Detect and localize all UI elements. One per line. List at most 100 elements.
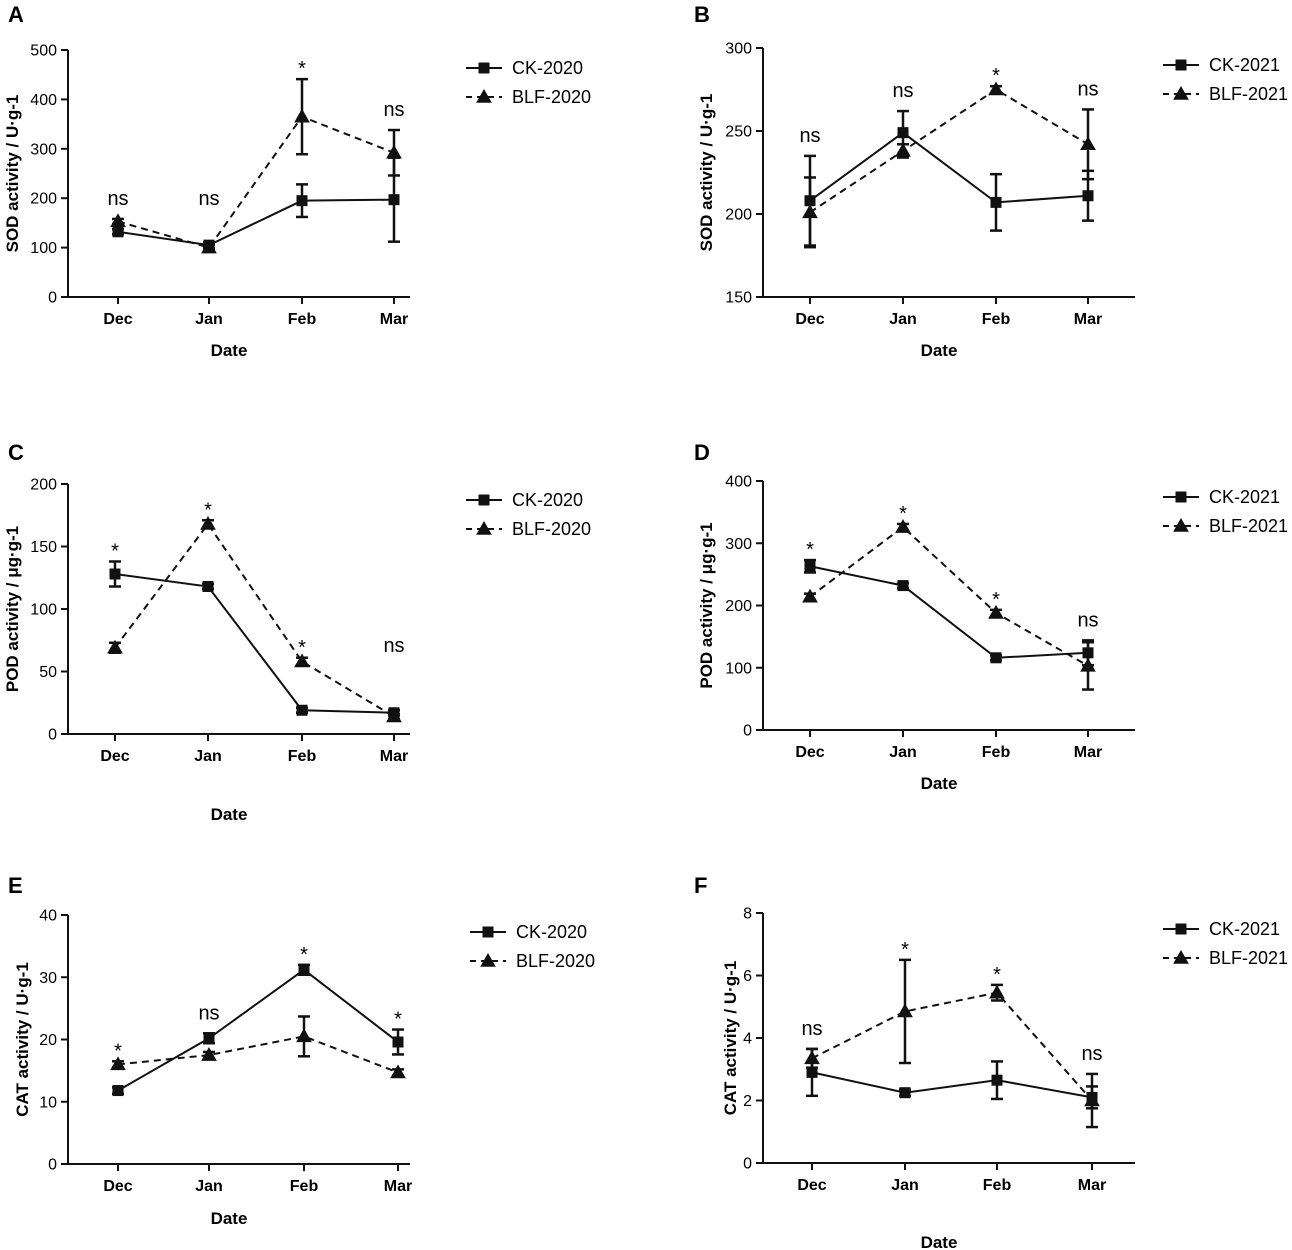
legend-marker [476, 520, 492, 535]
panel-d: D 0 100 200 300 400 Dec Jan Feb Mar Date POD activi… [694, 440, 1288, 793]
series-line [117, 968, 399, 1092]
x-tick-label: Mar [380, 311, 408, 328]
data-point [296, 704, 308, 716]
y-tick-label: 200 [725, 598, 752, 615]
series-line [117, 115, 395, 249]
data-point [1084, 1092, 1100, 1107]
x-axis-title: Date [921, 341, 958, 360]
data-point [200, 515, 216, 530]
legend-label: BLF-2021 [1209, 516, 1288, 536]
y-tick-label: 100 [30, 602, 57, 619]
y-tick-label: 20 [39, 1032, 57, 1049]
data-point [988, 604, 1004, 619]
y-tick-label: 30 [39, 970, 57, 987]
x-tick-label: Feb [290, 1178, 319, 1195]
significance-star: * [993, 964, 1001, 986]
data-point [897, 127, 909, 139]
legend-marker [1175, 923, 1187, 935]
x-tick-label: Jan [889, 744, 917, 761]
legend-marker [1175, 59, 1187, 71]
legend-marker [1175, 491, 1187, 503]
x-tick-label: Mar [1074, 744, 1102, 761]
data-point [1080, 136, 1096, 151]
data-point [298, 964, 310, 976]
data-point [110, 213, 126, 228]
y-tick-label: 150 [30, 539, 57, 556]
data-point [296, 195, 308, 207]
x-axis-title: Date [921, 1233, 958, 1250]
significance-star: * [204, 499, 212, 521]
x-tick-label: Feb [288, 311, 317, 328]
significance-star: * [111, 541, 119, 563]
data-point [802, 204, 818, 219]
legend-label: BLF-2021 [1209, 948, 1288, 968]
series-line [114, 573, 395, 714]
y-axis-title: CAT activity / U·g-1 [721, 961, 740, 1116]
legend-label: CK-2021 [1209, 919, 1280, 939]
significance-ns: ns [1077, 78, 1098, 100]
x-tick-label: Dec [103, 311, 132, 328]
x-tick-label: Jan [891, 1177, 919, 1194]
data-point [107, 639, 123, 654]
legend-label: CK-2021 [1209, 55, 1280, 75]
panel-letter: F [694, 873, 707, 898]
data-point [296, 1028, 312, 1043]
significance-ns: ns [1081, 1043, 1102, 1065]
significance-star: * [114, 1040, 122, 1062]
data-point [201, 1047, 217, 1061]
y-tick-label: 100 [30, 240, 57, 257]
x-tick-label: Mar [1074, 311, 1102, 328]
legend-label: CK-2021 [1209, 487, 1280, 507]
y-tick-label: 8 [743, 906, 752, 923]
x-axis-title: Date [211, 805, 248, 824]
data-point [802, 588, 818, 603]
legend-label: CK-2020 [512, 58, 583, 78]
y-tick-label: 300 [725, 41, 752, 58]
legend-label: BLF-2020 [512, 87, 591, 107]
legend-marker [478, 62, 490, 74]
data-point [988, 81, 1004, 96]
data-point [388, 194, 400, 206]
significance-ns: ns [383, 99, 404, 121]
significance-ns: ns [198, 188, 219, 210]
legend-label: CK-2020 [512, 490, 583, 510]
data-point [804, 1050, 820, 1065]
data-point [390, 1064, 406, 1079]
x-tick-label: Dec [103, 1178, 132, 1195]
series-line [809, 565, 1089, 659]
x-axis-title: Date [211, 341, 248, 360]
y-tick-label: 400 [30, 92, 57, 109]
y-tick-label: 0 [48, 1157, 57, 1174]
series-line [811, 1071, 1093, 1099]
y-tick-label: 0 [743, 723, 752, 740]
significance-ns: ns [801, 1018, 822, 1040]
series-line [811, 991, 1093, 1102]
x-tick-label: Feb [288, 748, 317, 765]
data-point [386, 144, 402, 159]
significance-star: * [992, 589, 1000, 611]
data-point [1080, 657, 1096, 672]
significance-star: * [300, 944, 308, 966]
significance-star: * [298, 637, 306, 659]
legend-marker [480, 952, 496, 967]
data-point [895, 519, 911, 533]
x-tick-label: Dec [795, 311, 824, 328]
panel-b: B 150 200 250 300 Dec Jan Feb Mar Date SOD activit… [694, 2, 1288, 360]
panel-f: F 0 2 4 6 8 Dec Jan Feb Mar Date CAT activity / U·g… [694, 873, 1288, 1250]
significance-ns: ns [107, 188, 128, 210]
legend-label: CK-2020 [516, 922, 587, 942]
y-tick-label: 0 [48, 727, 57, 744]
y-tick-label: 200 [725, 207, 752, 224]
data-point [202, 581, 214, 592]
x-tick-label: Dec [100, 748, 129, 765]
data-point [392, 1036, 404, 1048]
y-tick-label: 300 [725, 536, 752, 553]
x-tick-label: Jan [195, 311, 223, 328]
significance-ns: ns [799, 125, 820, 147]
data-point [990, 652, 1002, 664]
x-tick-label: Feb [982, 744, 1011, 761]
x-tick-label: Mar [1078, 1177, 1106, 1194]
data-point [110, 1056, 126, 1071]
y-tick-label: 250 [725, 124, 752, 141]
